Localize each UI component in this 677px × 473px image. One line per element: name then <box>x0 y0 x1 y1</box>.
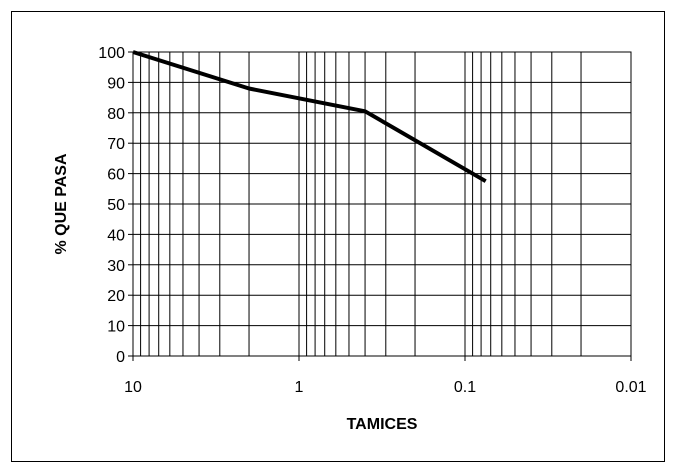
series-line <box>132 50 487 183</box>
y-tick-label: 80 <box>107 106 125 123</box>
y-tick-label: 0 <box>116 349 125 366</box>
x-tick-label: 0.1 <box>454 379 476 396</box>
y-axis-title: % QUE PASA <box>53 153 70 255</box>
y-tick-label: 20 <box>107 288 125 305</box>
y-tick-label: 90 <box>107 75 125 92</box>
y-tick-label: 40 <box>107 227 125 244</box>
x-axis-title: TAMICES <box>347 416 418 433</box>
chart-frame <box>11 11 665 462</box>
y-tick-label: 100 <box>98 45 125 62</box>
x-tick-label: 10 <box>124 379 142 396</box>
x-tick-label: 1 <box>295 379 304 396</box>
y-tick-label: 70 <box>107 136 125 153</box>
y-tick-label: 60 <box>107 167 125 184</box>
y-tick-label: 30 <box>107 258 125 275</box>
y-tick-label: 50 <box>107 197 125 214</box>
y-tick-label: 10 <box>107 319 125 336</box>
x-tick-label: 0.01 <box>615 379 646 396</box>
